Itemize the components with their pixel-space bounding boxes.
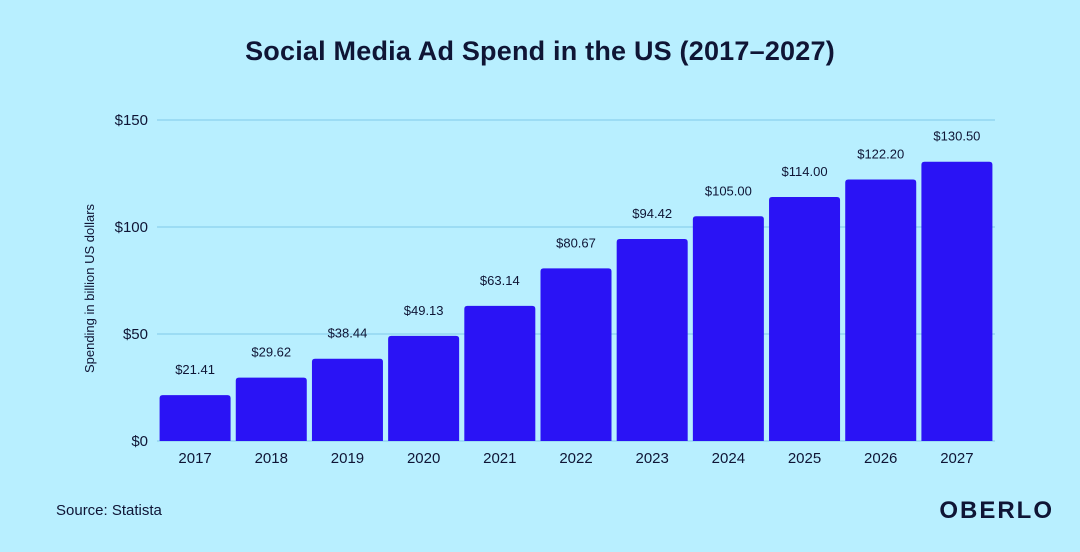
value-label-2025: $114.00 [782,164,828,179]
bar-2026 [845,179,917,441]
source-note: Source: Statista [56,502,162,519]
x-tick-label-2017: 2017 [178,450,211,467]
chart-title: Social Media Ad Spend in the US (2017–20… [245,36,835,66]
bar-2025 [769,197,841,441]
value-label-2023: $94.42 [632,206,672,221]
y-tick-label: $0 [131,433,148,450]
value-label-2019: $38.44 [328,326,368,341]
x-tick-label-2027: 2027 [940,450,973,467]
x-tick-label-2018: 2018 [255,450,288,467]
label-layer: $21.41 $29.62 $38.44 $49.13 $63.14 $80.67 $94.… [175,129,980,377]
y-axis-label: Spending in billion US dollars [82,203,97,373]
bar-2023 [616,238,688,441]
bar-2017 [159,395,231,441]
bar-layer [159,161,993,442]
bar-2027 [921,161,993,442]
y-tick-label: $100 [115,219,148,236]
x-tick-label-2023: 2023 [635,450,668,467]
value-label-2022: $80.67 [556,235,596,250]
value-label-2026: $122.20 [857,146,904,161]
bar-2019 [311,358,383,441]
x-tick-label-2026: 2026 [864,450,897,467]
axis-layer: $0 $50 $100 $150 Spending in billion US doll… [82,112,974,467]
bar-2021 [464,305,536,441]
x-tick-label-2025: 2025 [788,450,821,467]
value-label-2021: $63.14 [480,273,520,288]
bar-2018 [235,377,307,441]
x-tick-label-2021: 2021 [483,450,516,467]
value-label-2020: $49.13 [404,303,444,318]
x-tick-label-2024: 2024 [712,450,745,467]
value-label-2018: $29.62 [251,345,291,360]
y-tick-label: $50 [123,326,148,343]
value-label-2017: $21.41 [175,362,215,377]
x-tick-label-2019: 2019 [331,450,364,467]
value-label-2024: $105.00 [705,183,752,198]
bar-2020 [388,335,460,441]
bar-2022 [540,268,612,441]
x-tick-label-2022: 2022 [559,450,592,467]
x-tick-label-2020: 2020 [407,450,440,467]
bar-2024 [692,216,764,441]
value-label-2027: $130.50 [933,129,980,144]
y-tick-label: $150 [115,112,148,129]
brand-logo: OBERLO [939,497,1054,524]
